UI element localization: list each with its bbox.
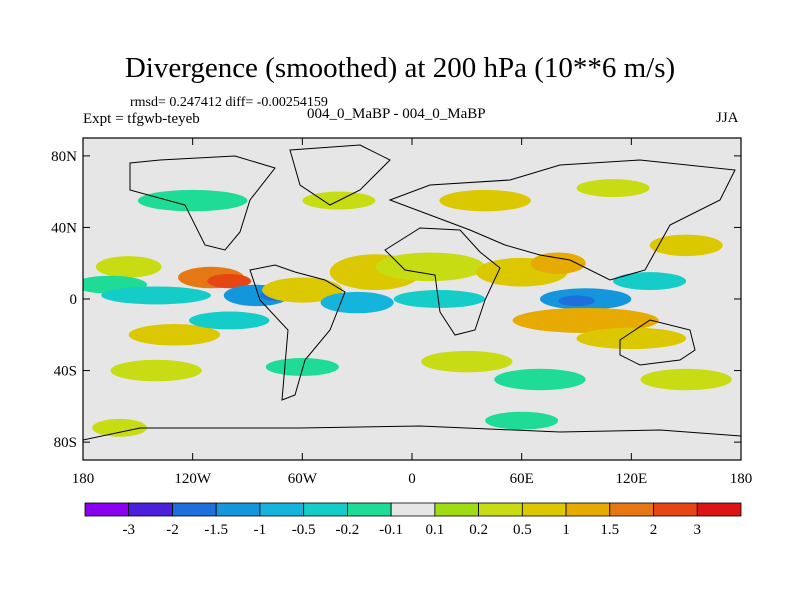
colorbar-label-9: 0.5: [513, 522, 532, 538]
y-tick-label-1: 40N: [51, 220, 77, 236]
stats-line: rmsd= 0.247412 diff= -0.00254159: [130, 95, 328, 110]
y-tick-label-3: 40S: [54, 364, 77, 380]
colorbar-swatch-11: [565, 502, 611, 517]
colorbar: -3 -2 -1.5 -1 -0.5 -0.2 -0.1 0.1 0.2 0.5 1 1.5 2 3: [84, 502, 742, 538]
chart-title: Divergence (smoothed) at 200 hPa (10**6 …: [124, 52, 676, 84]
x-tick-label-1: 120W: [174, 471, 212, 487]
field-region-32: [485, 411, 559, 430]
colorbar-swatch-6: [346, 502, 392, 517]
field-region-7: [262, 277, 343, 303]
field-region-26: [640, 368, 732, 391]
divergence-field: [83, 179, 732, 437]
field-region-21: [189, 311, 270, 330]
colorbar-label-0: -3: [122, 522, 135, 538]
colorbar-swatch-14: [696, 502, 742, 517]
field-region-17: [576, 327, 687, 350]
coastline-greenland: [289, 144, 391, 206]
colorbar-swatch-12: [609, 502, 654, 517]
colorbar-label-2: -1.5: [204, 522, 228, 538]
field-region-25: [494, 368, 586, 391]
field-region-10: [375, 252, 486, 282]
coastline-south-america: [249, 264, 346, 401]
field-region-29: [439, 189, 531, 212]
experiment-label: Expt = tfgwb-teyeb: [83, 111, 200, 127]
field-region-11: [393, 290, 486, 308]
field-region-2: [101, 286, 211, 305]
colorbar-swatch-8: [434, 502, 480, 517]
x-tick-label-3: 0: [408, 471, 416, 487]
colorbar-label-10: 1: [562, 522, 570, 538]
field-region-13: [530, 252, 586, 274]
field-region-8: [320, 291, 394, 314]
y-tick-label-4: 80S: [54, 435, 77, 451]
season-label: JJA: [716, 110, 739, 126]
field-region-18: [649, 234, 723, 257]
coastlines: [83, 144, 741, 441]
field-region-22: [110, 359, 202, 382]
field-region-4: [207, 273, 252, 289]
colorbar-label-5: -0.2: [336, 522, 360, 538]
colorbar-swatch-7: [390, 502, 436, 517]
colorbar-label-3: -1: [254, 522, 267, 538]
colorbar-label-6: -0.1: [379, 522, 403, 538]
colorbar-label-12: 2: [650, 522, 658, 538]
colorbar-swatch-4: [259, 502, 305, 517]
coastline-eurasia: [388, 159, 736, 281]
field-region-20: [128, 324, 221, 346]
coastline-antarctica: [83, 425, 741, 441]
colorbar-label-1: -2: [166, 522, 179, 538]
coastline-north-america: [129, 155, 276, 251]
y-tick-label-0: 80N: [51, 149, 77, 165]
coastline-australia: [619, 319, 696, 366]
field-region-23: [265, 358, 339, 376]
colorbar-swatch-10: [521, 502, 567, 517]
colorbar-swatch-1: [128, 502, 173, 517]
colorbar-label-8: 0.2: [469, 522, 488, 538]
x-tick-label-5: 120E: [615, 471, 647, 487]
field-region-27: [137, 189, 248, 212]
x-tick-label-0: 180: [72, 471, 95, 487]
colorbar-swatch-13: [653, 502, 698, 517]
field-region-16: [512, 307, 659, 333]
colorbar-swatch-0: [84, 502, 130, 517]
colorbar-swatch-9: [478, 502, 523, 517]
colorbar-swatch-2: [172, 502, 217, 517]
x-tick-label-4: 60E: [510, 471, 534, 487]
case-label: 004_0_MaBP - 004_0_MaBP: [307, 106, 486, 122]
x-tick-label-2: 60W: [288, 471, 318, 487]
field-region-30: [576, 179, 650, 198]
axis-ticks: 180 120W 60W 0 60E 120E 180 80N 40N 0 40S 80S: [51, 138, 752, 487]
field-region-31: [92, 418, 147, 437]
colorbar-label-4: -0.5: [292, 522, 316, 538]
field-region-19: [613, 272, 687, 291]
x-tick-label-6: 180: [730, 471, 753, 487]
colorbar-label-13: 3: [694, 522, 702, 538]
colorbar-label-7: 0.1: [425, 522, 444, 538]
field-region-24: [421, 350, 513, 373]
y-tick-label-2: 0: [70, 292, 78, 308]
field-region-15: [558, 295, 595, 307]
coastline-africa: [384, 227, 501, 336]
colorbar-label-11: 1.5: [600, 522, 619, 538]
colorbar-swatch-5: [303, 502, 348, 517]
field-region-0: [95, 256, 162, 278]
colorbar-swatch-3: [215, 502, 261, 517]
